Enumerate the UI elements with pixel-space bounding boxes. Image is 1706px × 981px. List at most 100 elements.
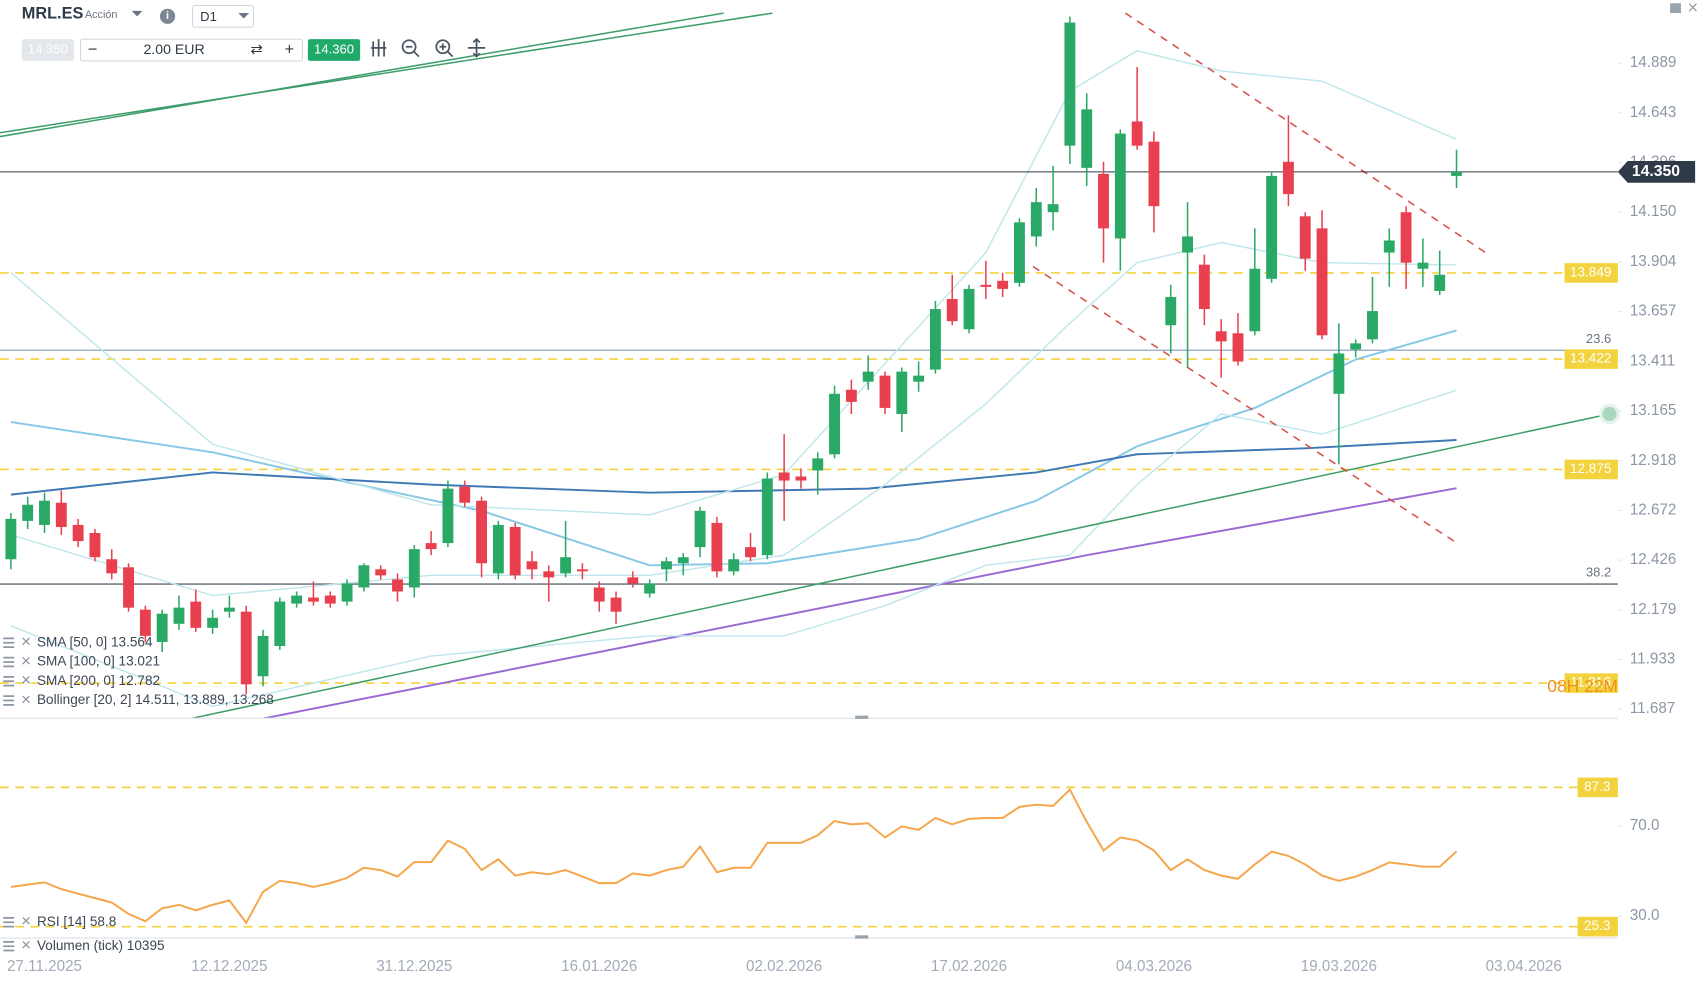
buy-button[interactable] [307,39,361,61]
zoom-in[interactable] [435,39,451,55]
candle-body [156,613,168,642]
legend-menu-icon [3,940,15,952]
legend-menu-icon [3,676,15,687]
last-price-label: 14.350 [1632,163,1680,180]
candle-body [240,611,252,685]
candle-body [1333,353,1345,394]
candle-tool[interactable] [371,39,387,57]
x-tick-label: 16.01.2026 [561,958,637,975]
legend-remove[interactable]: ✕ [21,938,32,953]
pan-tool[interactable] [467,37,486,58]
y-tick-label: 12.672 [1630,501,1677,518]
candle-body [829,393,840,455]
legend-remove[interactable]: ✕ [21,692,32,707]
timeframe-dropdown [238,13,250,19]
info-icon[interactable] [159,8,176,24]
rsi-level-tag [1577,916,1618,937]
rsi-level-tag [1577,777,1618,798]
y-tick-label: 14.889 [1630,54,1677,71]
trendline-handle [1599,403,1620,425]
candle-body [442,488,454,544]
price-level-tag [1564,349,1618,369]
candle-body [627,577,639,584]
candle-body [223,607,235,612]
trendline [0,12,724,138]
candle-body [795,476,807,481]
candle-body [476,500,487,564]
candle-body [106,559,118,574]
price-level-tag [1564,263,1618,283]
candle-body [308,597,319,602]
trendline [190,413,1610,718]
legend-entry: SMA [50, 0] 13.564 [37,634,153,649]
candle-body [576,569,588,572]
candle-body [896,371,908,414]
candle-body [1182,236,1194,253]
y-tick-label: 14.150 [1630,203,1677,220]
window-minimize[interactable] [1670,3,1681,14]
legend-entry: Bollinger [20, 2] 14.511, 13.889, 13.268 [37,692,274,707]
rsi-level-label: 25.3 [1584,918,1610,933]
candle-body [392,579,403,592]
indicator-line [10,329,1457,567]
candle-body [5,518,17,560]
candle-body [358,565,370,588]
candle-body [1198,264,1210,310]
candle-body [711,522,723,572]
candle-body [1266,175,1278,279]
candle-body [123,567,134,608]
candle-body [879,375,891,408]
candle-body [677,557,689,564]
candle-body [1030,202,1042,237]
candle-body [72,524,84,542]
indicator-line [262,487,1457,718]
legend-remove[interactable]: ✕ [21,634,32,649]
y-tick-label: 11.933 [1630,651,1675,668]
y-tick-label: 13.411 [1630,352,1675,369]
candle-body [1417,262,1429,269]
candle-body [862,371,874,382]
candle-body [425,543,437,550]
fib-label: 38.2 [1586,565,1611,580]
y-tick-label: 12.179 [1630,601,1677,618]
candle-body [845,389,857,402]
candle-body [375,569,387,576]
zoom-out[interactable] [401,39,417,55]
sell-button[interactable] [21,39,74,61]
quantity[interactable]: 2.00 EUR [143,41,204,57]
candle-body [1098,173,1109,229]
candle-body [1282,161,1294,195]
candle-body [963,288,975,330]
legend-remove[interactable]: ✕ [21,914,32,929]
last-price-tag [1617,161,1696,183]
candle-body [661,561,672,570]
candle-body [1114,133,1126,239]
candle-body [274,601,286,646]
x-tick-label: 27.11.2025 [7,958,82,975]
candle-body [1047,204,1059,213]
candle-body [1165,296,1177,326]
price-level-tag [1564,673,1618,693]
window-close[interactable]: ✕ [1687,0,1699,15]
timeframe-select[interactable] [192,4,255,28]
y-tick-label: 11.687 [1630,700,1675,717]
candle-body [173,607,185,624]
legend-menu-icon [3,917,15,928]
trendline [0,12,773,134]
increase[interactable]: + [285,40,295,58]
swap-icon[interactable]: ⇄ [250,41,263,58]
legend-remove[interactable]: ✕ [21,653,32,668]
symbol-dropdown[interactable] [131,10,143,17]
legend-entry: SMA [100, 0] 13.021 [37,654,160,669]
candle-body [257,635,269,677]
symbol[interactable]: MRL.ES [22,4,84,22]
x-tick-label: 12.12.2025 [191,958,267,975]
candle-body [324,595,336,604]
candle-body [55,502,67,527]
candle-body [22,504,34,521]
legend-remove[interactable]: ✕ [21,673,32,688]
decrease[interactable]: − [88,40,98,58]
rsi-y-tick-label: 70.0 [1630,817,1660,834]
price-panel [0,12,1618,718]
